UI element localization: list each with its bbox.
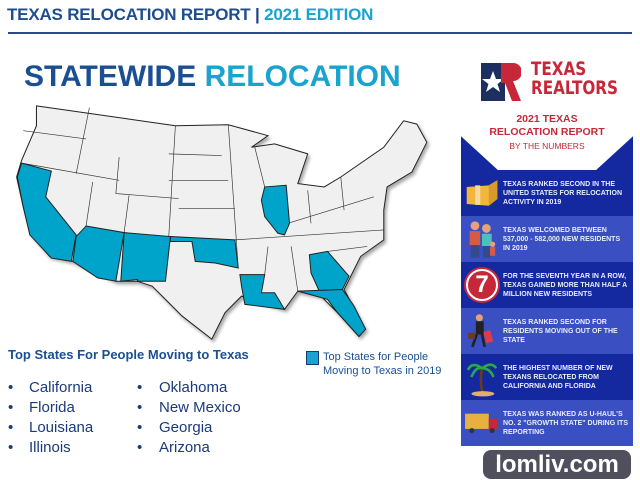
fact-text: TEXAS WAS RANKED AS U-HAUL'S NO. 2 "GROW… (503, 410, 628, 436)
list-item: Florida (8, 398, 93, 418)
header-separator: | (255, 5, 260, 24)
watermark: lomliv.com (483, 450, 631, 479)
list-item: New Mexico (137, 398, 241, 418)
list-item: California (8, 378, 93, 398)
legend-label: Top States for People Moving to Texas in… (323, 351, 442, 377)
legend-swatch (306, 351, 319, 365)
header-edition: 2021 EDITION (264, 5, 374, 24)
report-title-line2: RELOCATION REPORT (489, 126, 605, 138)
fact-row: 7 FOR THE SEVENTH YEAR IN A ROW, TEXAS G… (461, 262, 633, 308)
highlighted-states (16, 162, 367, 338)
truck-icon (464, 402, 500, 444)
top-states-heading: Top States For People Moving to Texas (8, 347, 249, 362)
state-louisiana (239, 274, 286, 310)
infographic-sidebar: TEXAS REALTORS 2021 TEXAS RELOCATION REPO… (461, 50, 633, 480)
list-item: Oklahoma (137, 378, 241, 398)
fact-text: TEXAS RANKED SECOND IN THE UNITED STATES… (503, 180, 622, 206)
title-part1: STATEWIDE (24, 60, 197, 93)
state-new-mexico (120, 232, 171, 282)
fact-text: THE HIGHEST NUMBER OF NEW TEXANS RELOCAT… (503, 364, 613, 390)
top-states-list-1: California Florida Louisiana Illinois (8, 378, 93, 458)
fact-row: TEXAS WELCOMED BETWEEN 537,000 - 582,000… (461, 216, 633, 262)
report-header: TEXAS RELOCATION REPORT | 2021 EDITION (7, 5, 373, 25)
fact-row: TEXAS WAS RANKED AS U-HAUL'S NO. 2 "GROW… (461, 400, 633, 446)
logo-line2: REALTORS (531, 77, 618, 99)
fact-row: TEXAS RANKED SECOND FOR RESIDENTS MOVING… (461, 308, 633, 354)
fact-row: THE HIGHEST NUMBER OF NEW TEXANS RELOCAT… (461, 354, 633, 400)
state-oklahoma (169, 236, 239, 269)
state-california (16, 162, 77, 262)
header-divider (8, 32, 632, 34)
report-subtitle: BY THE NUMBERS (509, 141, 585, 151)
fact-text: TEXAS WELCOMED BETWEEN 537,000 - 582,000… (503, 226, 621, 252)
logo-text: TEXAS REALTORS (531, 60, 618, 98)
state-florida (297, 288, 367, 338)
family-icon (464, 218, 500, 260)
state-arizona (72, 225, 125, 282)
title-part2: RELOCATION (204, 60, 401, 93)
list-item: Louisiana (8, 418, 93, 438)
page-title: STATEWIDE RELOCATION (24, 60, 401, 94)
report-title-line1: 2021 TEXAS (516, 113, 578, 125)
fact-row: TEXAS RANKED SECOND IN THE UNITED STATES… (461, 170, 633, 216)
fact-text: TEXAS RANKED SECOND FOR RESIDENTS MOVING… (503, 318, 618, 344)
badge-number: 7 (466, 269, 498, 301)
us-map (16, 105, 428, 340)
list-item: Arizona (137, 438, 241, 458)
texas-realtors-logo-icon (481, 63, 521, 101)
state-borders (21, 107, 384, 292)
seven-badge-icon: 7 (464, 264, 500, 306)
state-illinois (260, 184, 291, 236)
list-item: Georgia (137, 418, 241, 438)
list-item: Illinois (8, 438, 93, 458)
box-icon (464, 172, 500, 214)
us-outline (16, 105, 428, 340)
traveler-icon (464, 310, 500, 352)
top-states-list-2: Oklahoma New Mexico Georgia Arizona (137, 378, 241, 458)
logo-line1: TEXAS (531, 58, 587, 80)
header-title: TEXAS RELOCATION REPORT (7, 5, 251, 24)
palm-tree-icon (464, 356, 500, 398)
fact-text: FOR THE SEVENTH YEAR IN A ROW, TEXAS GAI… (503, 272, 627, 298)
